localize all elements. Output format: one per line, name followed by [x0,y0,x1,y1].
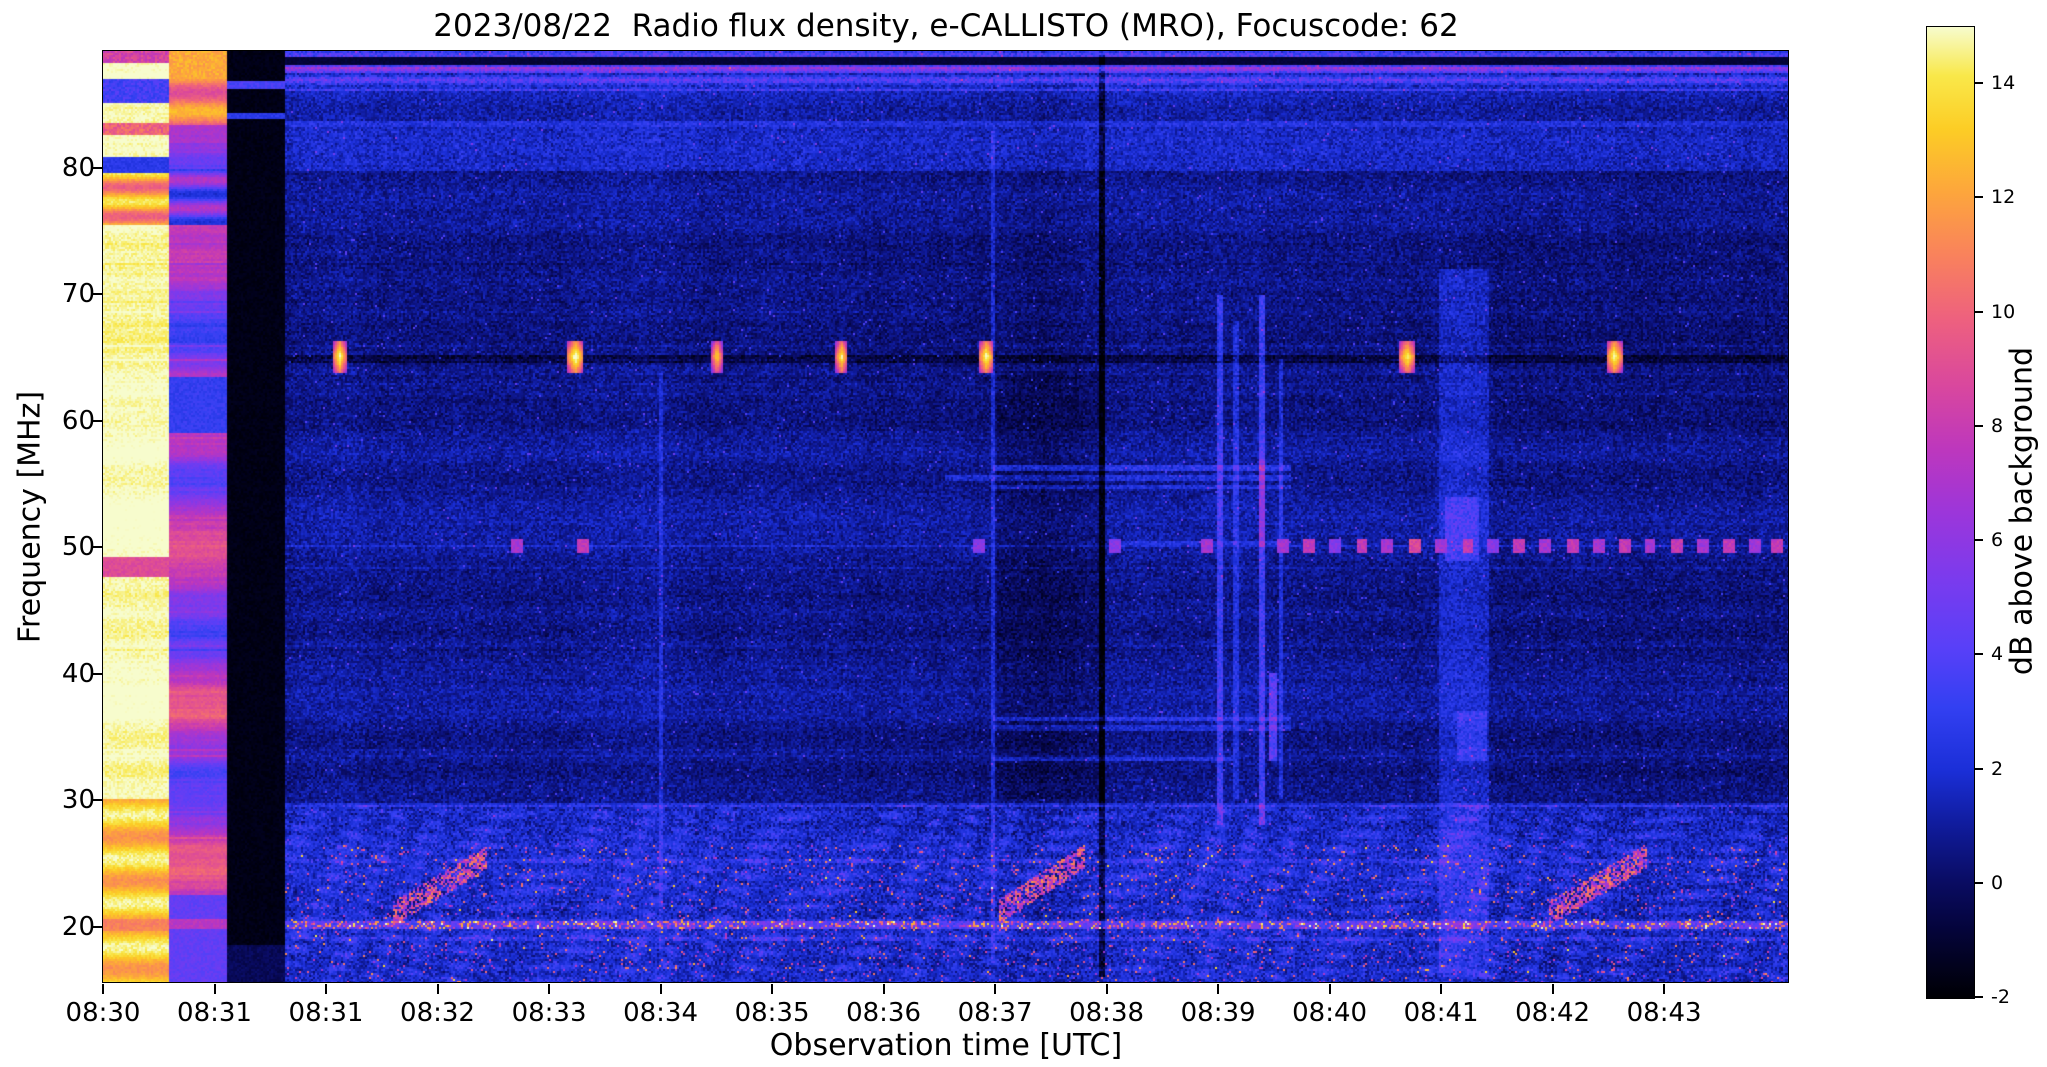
x-tick-mark [436,984,439,994]
spectrogram-canvas [103,51,1789,983]
x-tick-mark [102,984,104,994]
y-tick-mark [92,546,102,549]
x-tick-label: 08:41 [1403,998,1479,1028]
x-axis-label: Observation time [UTC] [769,1028,1123,1063]
x-tick-mark [1105,984,1108,994]
colorbar-tick-mark [1975,539,1983,542]
y-tick-mark [92,672,102,675]
x-tick-mark [771,984,774,994]
x-tick-mark [1328,984,1331,994]
colorbar-tick-label: 6 [1991,529,2004,552]
y-tick-mark [92,293,102,296]
x-tick-label: 08:40 [1292,998,1368,1028]
x-tick-mark [882,984,885,994]
y-tick-label: 40 [61,658,95,689]
y-tick-label: 70 [61,279,95,310]
x-tick-label: 08:43 [1626,998,1702,1028]
x-tick-mark [325,984,328,994]
y-tick-label: 60 [61,405,95,436]
x-tick-label: 08:37 [957,998,1033,1028]
x-tick-mark [548,984,551,994]
x-tick-label: 08:42 [1515,998,1591,1028]
y-tick-label: 50 [61,532,95,563]
x-tick-label: 08:35 [734,998,810,1028]
colorbar-tick-mark [1975,424,1983,427]
colorbar-tick-mark [1975,196,1983,199]
colorbar-tick-label: 0 [1991,871,2004,894]
x-tick-label: 08:31 [288,998,364,1028]
x-tick-mark [1217,984,1220,994]
colorbar [1926,26,1975,999]
colorbar-tick-label: 14 [1991,72,2016,95]
colorbar-tick-mark [1975,996,1983,998]
y-tick-mark [92,799,102,802]
x-tick-label: 08:31 [177,998,252,1028]
x-tick-mark [1663,984,1666,994]
colorbar-tick-mark [1975,881,1983,884]
colorbar-tick-mark [1975,767,1983,770]
y-tick-mark [92,419,102,422]
y-tick-label: 20 [61,911,95,942]
y-axis-label: Frequency [MHz] [12,390,48,644]
colorbar-tick-mark [1975,310,1983,313]
x-tick-mark [994,984,997,994]
colorbar-label: dB above background [2004,346,2040,676]
y-tick-mark [92,167,102,169]
colorbar-tick-label: -2 [1991,986,2010,1008]
colorbar-tick-label: 2 [1991,757,2004,780]
x-tick-label: 08:36 [846,998,922,1028]
x-tick-label: 08:34 [623,998,698,1028]
colorbar-tick-label: 12 [1991,186,2016,209]
chart-title: 2023/08/22 Radio flux density, e-CALLIST… [433,8,1459,44]
x-tick-label: 08:33 [511,998,587,1028]
x-tick-label: 08:38 [1069,998,1145,1028]
x-tick-mark [1440,984,1443,994]
colorbar-tick-label: 4 [1991,643,2004,666]
y-tick-label: 30 [61,785,95,816]
x-tick-mark [659,984,662,994]
y-tick-label: 80 [61,153,95,183]
x-tick-mark [1551,984,1554,994]
colorbar-tick-label: 8 [1991,414,2004,437]
y-tick-mark [92,925,102,928]
x-tick-label: 08:30 [65,998,141,1028]
colorbar-tick-mark [1975,653,1983,656]
x-tick-mark [213,984,216,994]
colorbar-tick-label: 10 [1991,300,2016,323]
x-tick-label: 08:39 [1180,998,1256,1028]
colorbar-tick-mark [1975,82,1983,85]
x-tick-label: 08:32 [400,998,475,1028]
